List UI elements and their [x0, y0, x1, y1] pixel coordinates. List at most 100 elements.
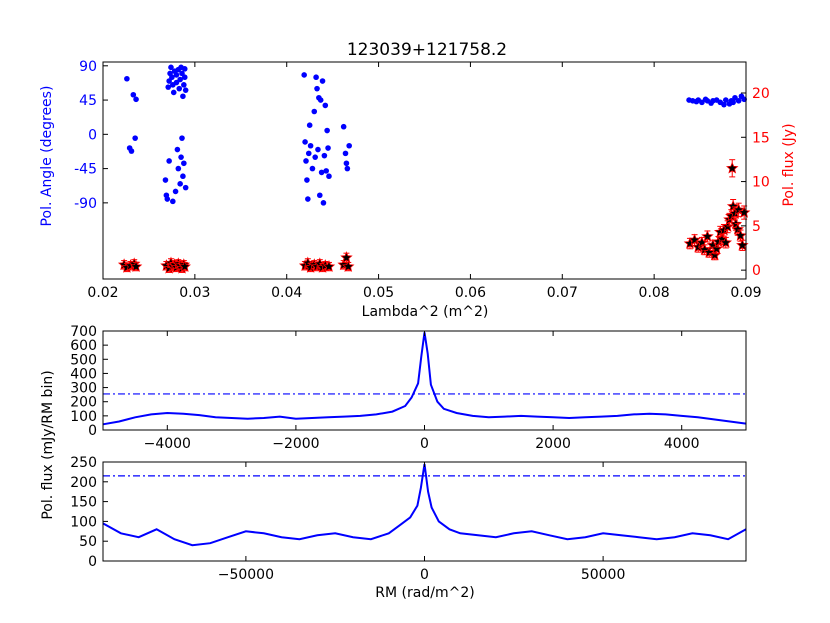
angle-point — [314, 85, 320, 92]
angle-point — [315, 146, 321, 153]
chart-title: 123039+121758.2 — [347, 40, 507, 60]
top-left-y-tick-label: -90 — [74, 196, 97, 212]
panel-rm-spectrum-zoom: −4000 −2000 0 2000 4000010020030040050060070… — [70, 324, 747, 452]
angle-point — [172, 188, 179, 195]
angle-point — [173, 72, 180, 78]
angle-point — [322, 102, 329, 109]
top-x-tick-label: 0.06 — [455, 285, 486, 301]
bottom-y-tick-label: 150 — [70, 495, 97, 511]
angle-point — [325, 145, 331, 151]
mid-y-tick-label: 700 — [70, 324, 97, 340]
angle-point — [304, 177, 310, 183]
angle-point — [321, 152, 328, 159]
angle-point — [722, 97, 729, 103]
flux-star-point — [340, 251, 353, 264]
flux-star-point — [129, 260, 143, 272]
angle-point — [318, 169, 325, 176]
angle-point — [309, 165, 316, 172]
flux-star-point — [726, 161, 739, 174]
top-x-tick-label: 0.04 — [271, 285, 302, 301]
mid-spectrum-line — [102, 332, 747, 426]
top-x-tick-label: 0.03 — [179, 285, 210, 301]
mid-x-tick-label: 4000 — [664, 436, 700, 452]
angle-point — [175, 165, 182, 172]
angle-point — [343, 160, 350, 167]
top-right-y2-tick-label: 15 — [752, 130, 770, 146]
angle-point — [699, 99, 705, 106]
angle-point — [320, 200, 327, 206]
angle-point — [735, 98, 742, 104]
bottom-x-tick-label: −50000 — [218, 567, 274, 583]
angle-point — [182, 87, 189, 93]
angle-point — [316, 192, 323, 199]
top-right-y-axis-label: Pol. flux (Jy) — [781, 123, 797, 206]
angle-point — [303, 158, 309, 164]
angle-point — [166, 158, 172, 164]
flux-star-point — [322, 260, 336, 272]
angle-point — [306, 122, 313, 128]
angle-point — [730, 99, 736, 106]
mid-y-tick-label: 500 — [70, 352, 97, 368]
angle-point — [165, 84, 172, 90]
angle-point — [179, 135, 185, 141]
mid-y-tick-label: 400 — [70, 366, 97, 382]
angle-point — [342, 150, 349, 157]
angle-point — [323, 168, 330, 174]
bottom-x-tick-label: 0 — [420, 567, 429, 583]
angle-point — [311, 108, 318, 115]
panel-rm-spectrum-full: −50000 0 50000 0 50 100 150 200 250 — [70, 455, 747, 583]
angle-point — [721, 101, 727, 108]
angle-point — [305, 150, 312, 157]
mid-x-tick-label: −2000 — [272, 436, 319, 452]
top-right-y2-tick-label: 10 — [752, 175, 770, 191]
angle-point — [132, 135, 138, 141]
angle-point — [301, 72, 307, 78]
mid-x-tick-label: 0 — [420, 436, 429, 452]
angle-point — [170, 89, 177, 96]
top-right-y2-tick-label: 5 — [752, 219, 761, 235]
angle-point — [312, 154, 318, 160]
top-x-tick-label: 0.08 — [639, 285, 670, 301]
bottom-y-tick-label: 50 — [79, 534, 97, 550]
mid-x-tick-label: −4000 — [144, 436, 191, 452]
angle-point — [317, 97, 324, 103]
flux-star-point — [701, 229, 714, 242]
angle-point — [178, 154, 184, 160]
angle-point — [181, 66, 188, 72]
mid-y-tick-label: 600 — [70, 338, 97, 354]
bottom-y-tick-label: 250 — [70, 455, 97, 471]
flux-star-point — [737, 206, 751, 218]
bottom-x-tick-label: 50000 — [581, 567, 626, 583]
angle-point — [169, 74, 175, 81]
angle-point — [124, 75, 130, 82]
angle-point — [324, 127, 330, 134]
angle-point — [180, 173, 186, 180]
angle-point — [168, 64, 174, 71]
flux-star-point — [734, 229, 747, 241]
angle-point — [313, 74, 319, 81]
shared-y-axis-label: Pol. flux (mJy/RM bin) — [40, 370, 56, 519]
angle-point — [181, 160, 187, 167]
angle-point — [326, 173, 332, 180]
angle-point — [180, 93, 186, 100]
mid-y-tick-label: 100 — [70, 409, 97, 425]
mid-y-tick-label: 0 — [88, 423, 97, 439]
top-x-axis-label: Lambda^2 (m^2) — [362, 304, 489, 320]
angle-point — [162, 177, 169, 183]
angle-point — [170, 198, 176, 205]
angle-point — [302, 139, 308, 145]
top-left-y-tick-label: -45 — [74, 162, 97, 178]
top-right-y2-tick-label: 0 — [752, 263, 761, 279]
mid-x-tick-label: 2000 — [535, 436, 571, 452]
axes-frame — [102, 61, 747, 280]
top-x-tick-label: 0.05 — [363, 285, 394, 301]
angle-point — [173, 79, 180, 86]
angle-point — [182, 184, 189, 191]
bottom-y-tick-label: 0 — [88, 554, 97, 570]
bottom-y-tick-label: 100 — [70, 514, 97, 530]
angle-point — [128, 148, 135, 154]
axes-frame — [102, 461, 747, 562]
angle-point — [164, 196, 171, 202]
top-x-tick-label: 0.07 — [547, 285, 578, 301]
